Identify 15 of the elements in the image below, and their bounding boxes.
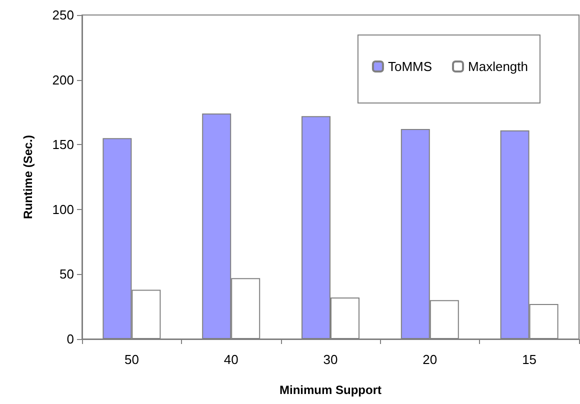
- x-tick-label: 40: [224, 352, 238, 367]
- x-tick-label: 50: [124, 352, 139, 367]
- legend-label: Maxlength: [468, 59, 528, 74]
- y-tick-label: 50: [60, 266, 74, 282]
- x-tick-label: 30: [323, 352, 338, 367]
- x-axis-title: Minimum Support: [280, 383, 382, 397]
- y-tick-label: 200: [52, 72, 74, 88]
- y-tick-label: 100: [52, 202, 74, 217]
- y-axis-title: Runtime (Sec.): [21, 134, 35, 220]
- x-tick-label: 15: [522, 352, 537, 367]
- y-tick-label: 0: [66, 332, 74, 346]
- legend-label: ToMMS: [388, 59, 432, 74]
- y-tick-label: 150: [52, 137, 74, 152]
- x-tick-label: 20: [422, 352, 438, 367]
- y-tick-label: 250: [52, 8, 74, 22]
